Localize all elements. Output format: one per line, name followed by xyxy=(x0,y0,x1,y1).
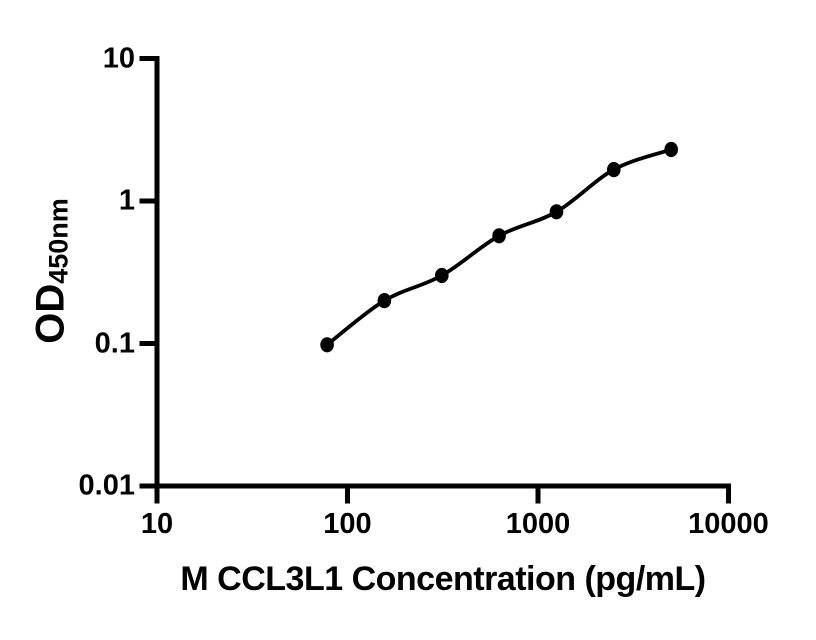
data-point xyxy=(607,162,621,178)
y-tick-label: 0.01 xyxy=(78,469,135,502)
y-tick-label: 1 xyxy=(118,184,135,217)
x-tick-label: 10000 xyxy=(688,508,769,540)
y-tick-label: 10 xyxy=(102,42,135,74)
x-tick-label: 1000 xyxy=(505,508,571,540)
fit-curve xyxy=(325,147,672,347)
data-point xyxy=(549,204,564,220)
data-point xyxy=(492,228,506,244)
y-axis-title-subscript: 450nm xyxy=(43,198,74,284)
x-tick-label: 10 xyxy=(140,508,174,540)
y-axis-title: OD450nm xyxy=(29,198,74,344)
x-tick-label: 100 xyxy=(323,508,372,540)
data-point xyxy=(320,337,334,353)
data-point xyxy=(664,141,678,158)
y-tick-label: 0.1 xyxy=(94,327,135,359)
y-axis-title-main: OD xyxy=(28,283,73,344)
data-point xyxy=(377,293,392,309)
x-axis-title: M CCL3L1 Concentration (pg/mL) xyxy=(180,560,706,598)
data-point xyxy=(435,267,449,284)
